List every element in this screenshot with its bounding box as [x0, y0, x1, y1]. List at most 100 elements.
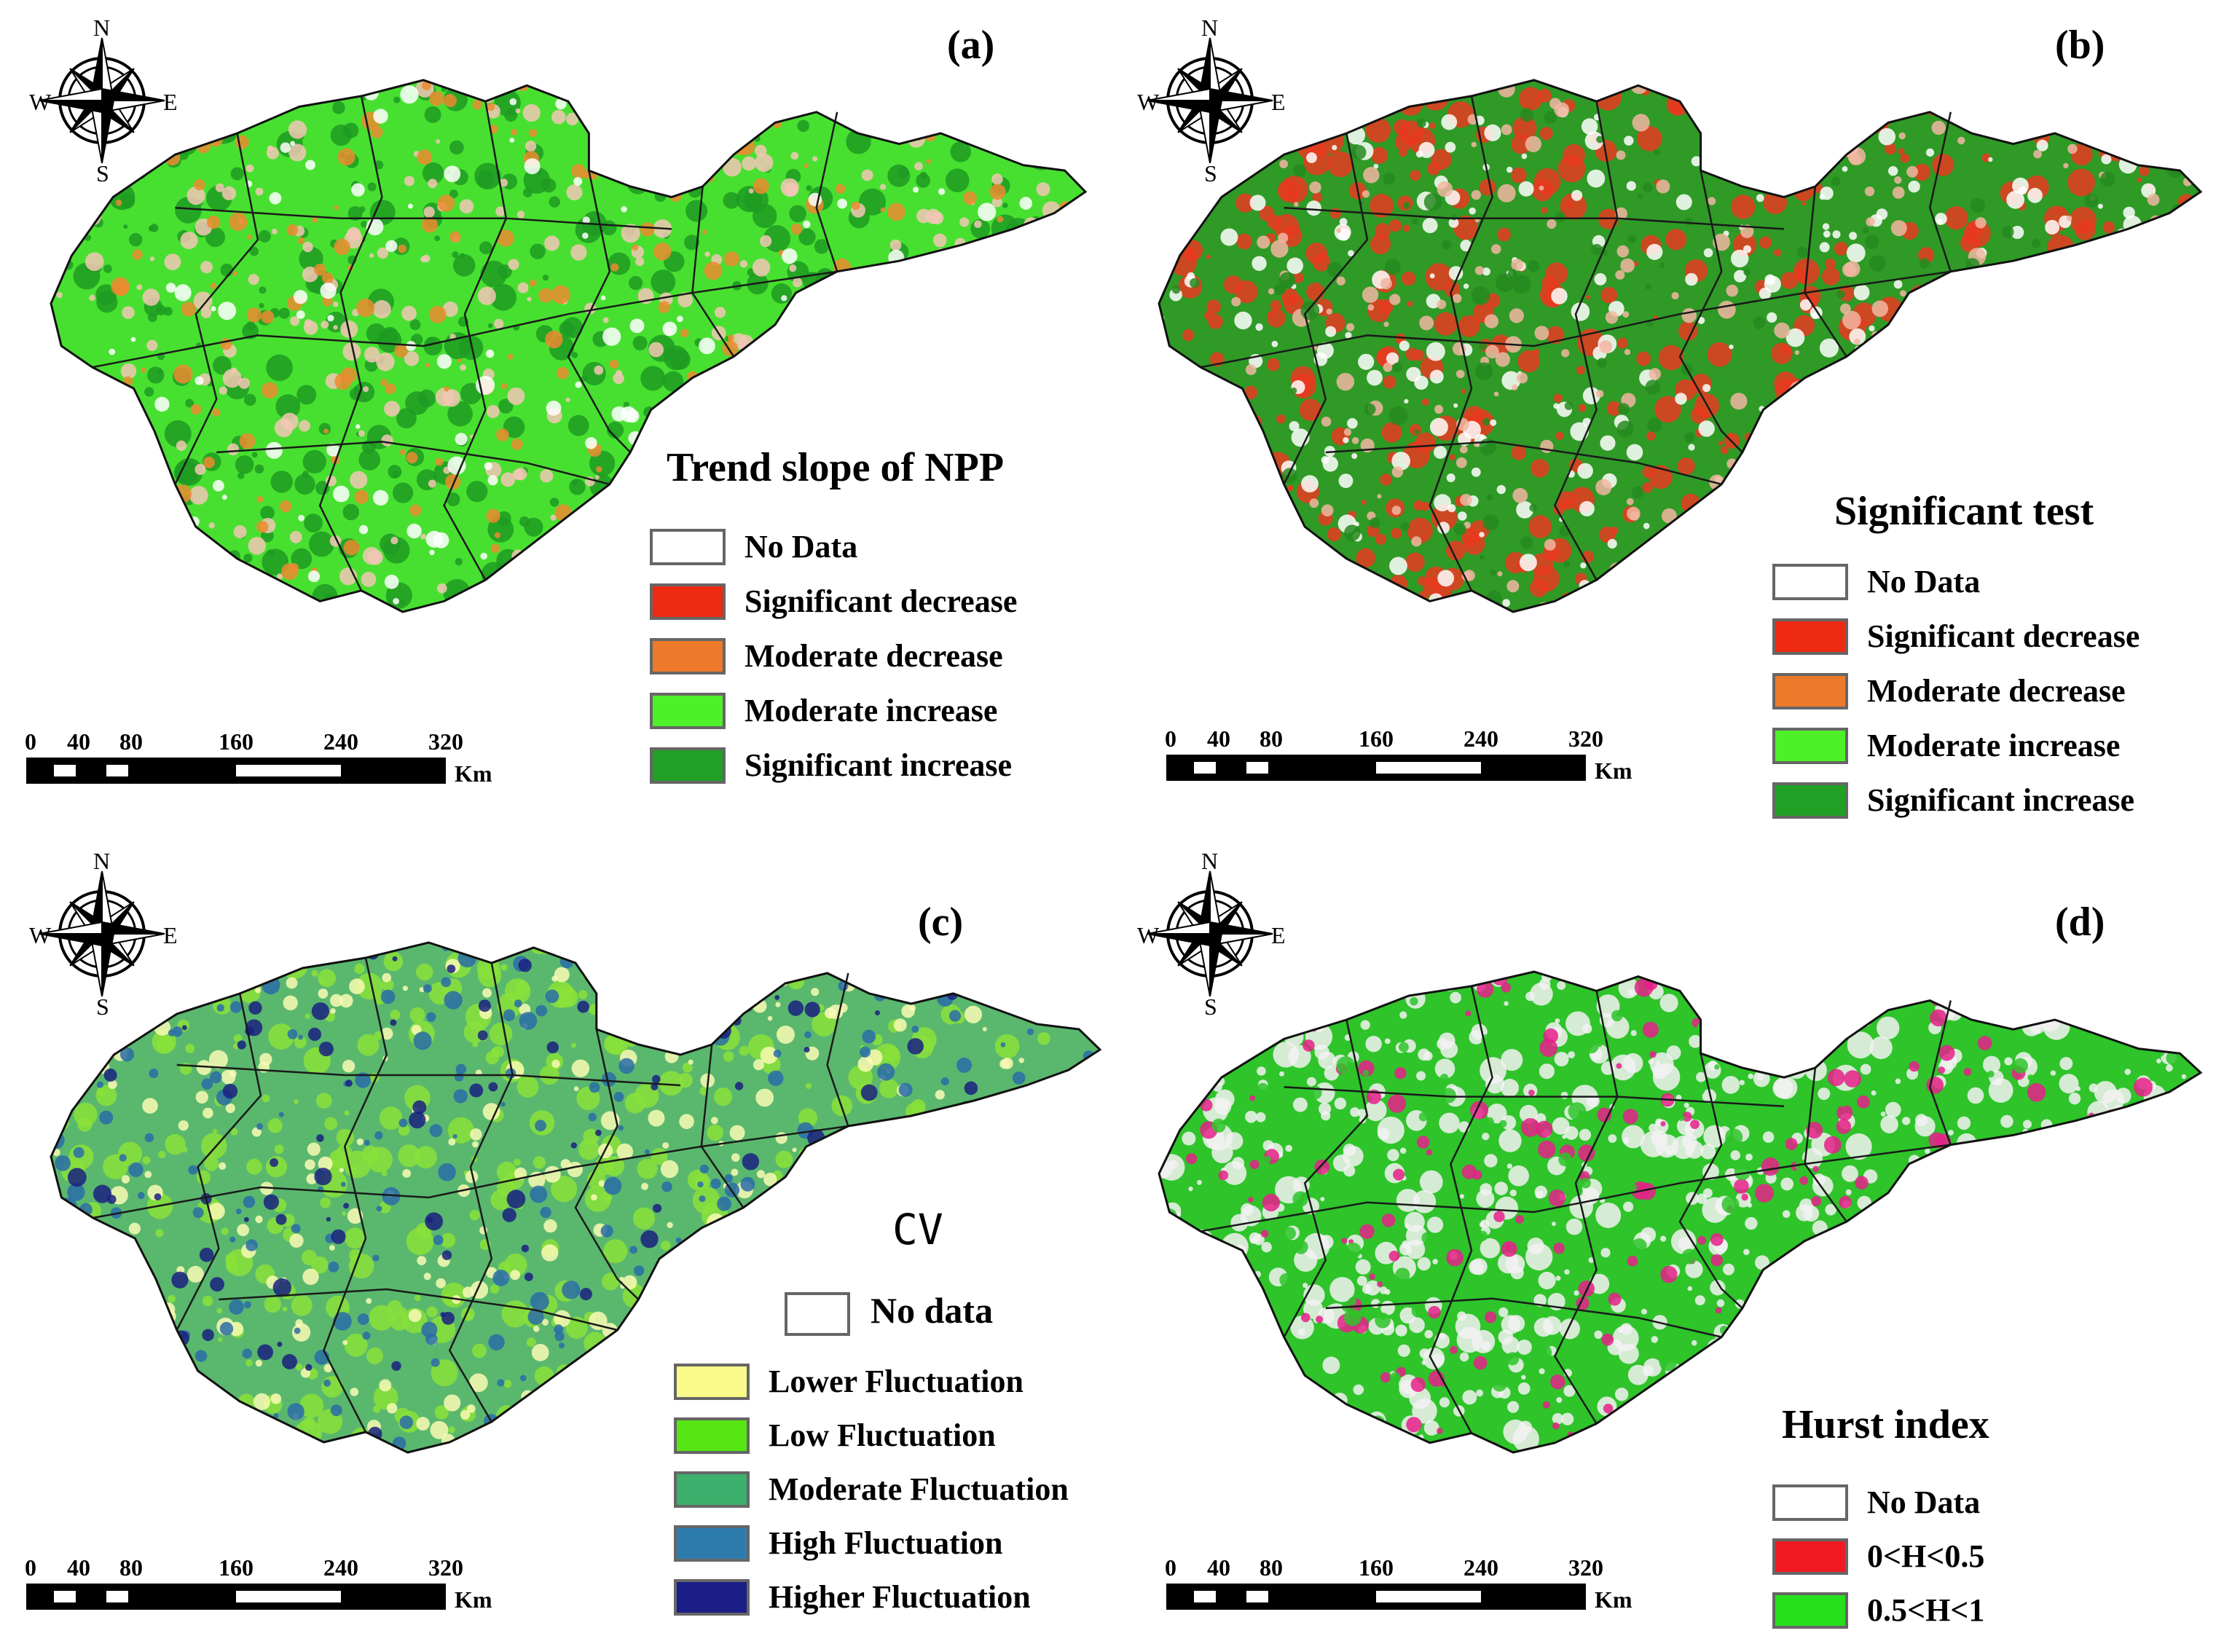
scale-bar-segment [236, 765, 341, 776]
compass-rose-icon [39, 870, 165, 997]
province-boundary-c [50, 941, 1102, 1454]
legend-title-b: Significant test [1834, 489, 2094, 534]
compass-label-e: E [1271, 922, 1286, 948]
panel-letter-a: (a) [947, 23, 995, 68]
legend-label: Moderate increase [744, 693, 998, 728]
legend-label: High Fluctuation [769, 1525, 1003, 1561]
panel-a: N S W E (a) Trend slope of NPP No Data Signific… [0, 0, 1108, 826]
scale-tick-label: 0 [25, 728, 36, 755]
legend-swatch [650, 583, 726, 620]
legend-label: Significant increase [1867, 782, 2135, 818]
compass-label-e: E [1271, 89, 1286, 115]
panel-letter-c: (c) [918, 900, 964, 945]
scale-tick-label: 0 [1165, 725, 1176, 752]
scale-bar-segment [1246, 762, 1268, 774]
scale-unit-label: Km [455, 1586, 492, 1613]
scale-tick-label: 0 [1165, 1554, 1176, 1581]
scale-tick-label: 320 [428, 1554, 463, 1581]
scale-tick-label: 320 [428, 728, 463, 755]
panel-c: N S W E (c) CV No data Lower Fluctuation Low Flu… [0, 826, 1108, 1652]
legend-title-d: Hurst index [1782, 1402, 1989, 1447]
county-boundaries-b [1200, 95, 1952, 591]
scale-tick-label: 0 [25, 1554, 36, 1581]
scale-tick-label: 240 [323, 728, 358, 755]
legend-label: Significant decrease [744, 583, 1018, 619]
legend-label: No Data [1867, 1484, 1981, 1520]
scale-bar: 0 40 80 160 240 320 Km [1165, 725, 1632, 784]
legend-swatch [674, 1471, 750, 1508]
legend-swatch [650, 529, 726, 565]
legend-swatch [1772, 728, 1848, 764]
scale-unit-label: Km [455, 760, 492, 787]
legend-label: No Data [1867, 564, 1981, 599]
scale-tick-label: 160 [1359, 1554, 1394, 1581]
scale-tick-label: 160 [219, 1554, 254, 1581]
compass-label-w: W [29, 89, 52, 115]
legend-label: No Data [744, 529, 858, 565]
scale-bar-segment [54, 765, 76, 776]
scale-tick-label: 160 [219, 728, 254, 755]
scale-tick-label: 240 [323, 1554, 358, 1581]
scale-tick-label: 40 [1207, 1554, 1230, 1581]
compass-label-n: N [93, 15, 111, 41]
legend-swatch [785, 1292, 850, 1336]
province-boundary-d [1158, 970, 2203, 1454]
legend-swatch [674, 1417, 750, 1454]
legend-swatch [1772, 782, 1848, 819]
county-boundaries-a [92, 95, 838, 591]
legend-swatch [674, 1525, 750, 1562]
scale-bar: 0 40 80 160 240 320 Km [25, 1554, 492, 1613]
scale-bar: 0 40 80 160 240 320 Km [25, 728, 492, 787]
legend-title-a: Trend slope of NPP [667, 445, 1005, 490]
legend-label: Moderate decrease [744, 638, 1003, 674]
compass-rose-icon [1147, 37, 1273, 164]
scale-unit-label: Km [1595, 758, 1632, 784]
province-boundary-a [50, 79, 1088, 613]
scale-bar-segment [1376, 1591, 1481, 1602]
scale-tick-label: 80 [119, 728, 143, 755]
legend-label: Low Fluctuation [769, 1417, 996, 1453]
legend-label: Moderate decrease [1867, 673, 2126, 709]
panel-d: N S W E (d) Hurst index No Data 0<H<0.5 0.5<H<1 0… [1108, 826, 2216, 1652]
scale-bar: 0 40 80 160 240 320 Km [1165, 1554, 1632, 1613]
scale-tick-label: 240 [1463, 725, 1498, 752]
scale-bar-segment [106, 1591, 128, 1602]
legend-label: Significant increase [744, 747, 1013, 783]
compass-label-s: S [1204, 160, 1217, 186]
legend-swatch [674, 1579, 750, 1616]
legend-label: 0.5<H<1 [1867, 1592, 1985, 1628]
scale-bar-segment [1194, 1591, 1216, 1602]
map-b [1158, 79, 2203, 613]
legend-label: Higher Fluctuation [769, 1579, 1031, 1615]
legend-swatch [674, 1364, 750, 1400]
north-arrow-compass: N S W E [1137, 848, 1286, 1020]
scale-unit-label: Km [1595, 1586, 1632, 1613]
compass-label-e: E [163, 922, 178, 948]
legend-swatch [1772, 564, 1848, 600]
scale-bar-segment [54, 1591, 76, 1602]
scale-bar-segment [1376, 762, 1481, 774]
legend-swatch [650, 693, 726, 729]
county-boundaries-d [1200, 986, 1952, 1434]
scale-bar-segment [1194, 762, 1216, 774]
legend-swatch [1772, 1592, 1848, 1629]
north-arrow-compass: N S W E [29, 15, 178, 186]
province-boundary-b [1158, 79, 2203, 613]
scale-tick-label: 160 [1359, 725, 1394, 752]
compass-label-s: S [96, 994, 109, 1020]
compass-rose-icon [1147, 870, 1273, 997]
map-d [1158, 970, 2203, 1454]
panel-letter-b: (b) [2055, 23, 2105, 68]
compass-label-n: N [1201, 848, 1219, 874]
legend-swatch [1772, 1484, 1848, 1521]
scale-tick-label: 80 [1260, 1554, 1283, 1581]
scale-tick-label: 320 [1568, 725, 1603, 752]
compass-label-e: E [163, 89, 178, 115]
scale-tick-label: 40 [67, 728, 90, 755]
legend-label: Moderate increase [1867, 728, 2121, 763]
north-arrow-compass: N S W E [29, 848, 178, 1020]
scale-bar-segment [106, 765, 128, 776]
compass-label-s: S [1204, 994, 1217, 1020]
compass-label-w: W [1137, 89, 1160, 115]
legend-swatch [1772, 618, 1848, 655]
